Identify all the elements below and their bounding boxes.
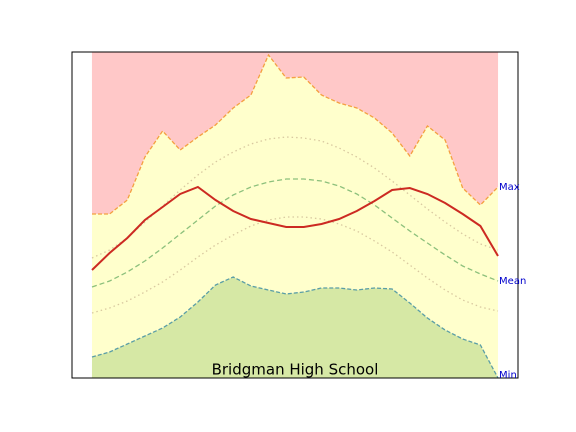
- annotation-mean: Mean: [499, 276, 526, 287]
- min-line: [91, 276, 499, 379]
- annotation-max: Max: [499, 182, 520, 193]
- chart-title: Bridgman High School: [212, 361, 379, 379]
- annotation-min: Min: [499, 370, 517, 381]
- max-fill: [91, 52, 499, 214]
- series-line: [91, 178, 499, 288]
- series-line: [91, 185, 499, 271]
- max-line: [92, 53, 499, 215]
- min-fill: [91, 277, 499, 378]
- range-fill: [92, 55, 498, 378]
- plot-frame: [71, 51, 519, 379]
